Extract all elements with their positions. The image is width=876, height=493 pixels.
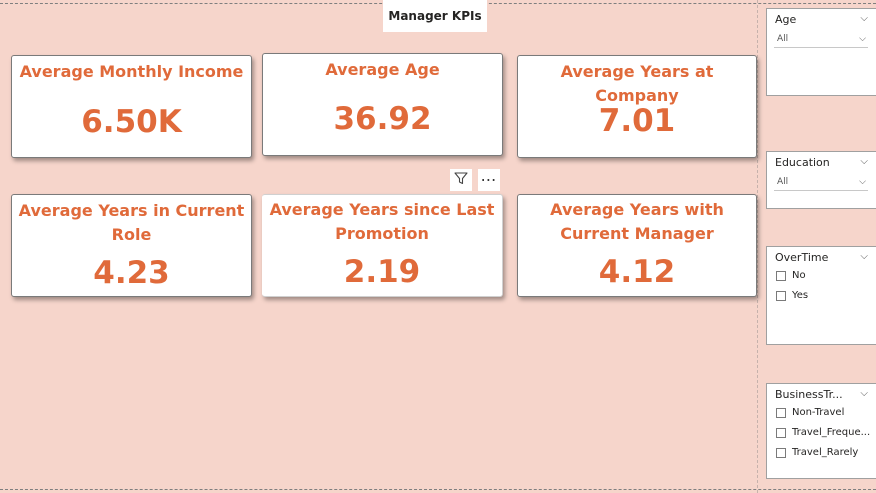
slicer-title: Education	[775, 156, 830, 169]
slicer-option[interactable]: No	[776, 270, 806, 281]
kpi-value: 4.23	[93, 255, 170, 291]
option-label: Travel_Freque...	[792, 427, 871, 438]
page-title: Manager KPIs	[383, 0, 487, 32]
slicer-title: Age	[775, 13, 797, 26]
kpi-label: Average Years at Company	[560, 62, 714, 105]
chevron-down-icon: ⌵	[859, 177, 866, 187]
slicer-overtime[interactable]: OverTime ⌵ No Yes	[766, 246, 876, 345]
dropdown-value: All	[777, 34, 789, 44]
kpi-value: 7.01	[598, 103, 676, 139]
more-options-button[interactable]: ⋯	[478, 169, 500, 191]
slicer-title: OverTime	[775, 251, 829, 264]
more-options-icon: ⋯	[480, 170, 498, 189]
kpi-label: Average Years in Current Role	[18, 201, 245, 244]
slicer-education[interactable]: Education ⌵ All ⌵	[766, 151, 876, 209]
kpi-card-years-at-company[interactable]: Average Years at Company 7.01	[517, 55, 757, 158]
slicer-business-travel[interactable]: BusinessTr... ⌵ Non-Travel Travel_Freque…	[766, 383, 876, 479]
kpi-label: Average Monthly Income	[19, 62, 244, 81]
kpi-card-monthly-income[interactable]: Average Monthly Income 6.50K	[11, 55, 252, 158]
chevron-down-icon[interactable]: ⌵	[860, 388, 868, 399]
kpi-value: 6.50K	[81, 104, 182, 140]
slicer-dropdown[interactable]: All ⌵	[774, 175, 868, 191]
kpi-label: Average Years with Current Manager	[550, 200, 724, 243]
kpi-card-years-current-role[interactable]: Average Years in Current Role 4.23	[11, 194, 252, 297]
chevron-down-icon[interactable]: ⌵	[860, 13, 868, 24]
dropdown-value: All	[777, 177, 789, 187]
kpi-card-years-with-manager[interactable]: Average Years with Current Manager 4.12	[517, 194, 757, 297]
checkbox[interactable]	[776, 447, 786, 458]
kpi-label: Average Age	[325, 60, 440, 79]
canvas-border-bottom	[0, 489, 876, 490]
funnel-icon	[453, 170, 469, 190]
slicer-option[interactable]: Travel_Freque...	[776, 427, 870, 438]
kpi-card-age[interactable]: Average Age 36.92	[262, 53, 503, 156]
chevron-down-icon[interactable]: ⌵	[860, 156, 868, 167]
filter-button[interactable]	[450, 169, 472, 191]
kpi-card-years-since-promotion[interactable]: Average Years since Last Promotion 2.19	[262, 194, 503, 297]
option-label: Yes	[792, 290, 809, 301]
checkbox[interactable]	[776, 290, 786, 301]
slicer-option[interactable]: Yes	[776, 290, 808, 301]
slicer-option[interactable]: Travel_Rarely	[776, 447, 858, 458]
option-label: Non-Travel	[792, 407, 845, 418]
slicer-dropdown[interactable]: All ⌵	[774, 32, 868, 48]
kpi-value: 36.92	[333, 101, 432, 137]
option-label: No	[792, 270, 806, 281]
kpi-value: 2.19	[343, 254, 421, 290]
kpi-label: Average Years since Last Promotion	[269, 200, 495, 243]
checkbox[interactable]	[776, 270, 786, 281]
chevron-down-icon: ⌵	[859, 34, 866, 44]
option-label: Travel_Rarely	[792, 447, 859, 458]
slicer-age[interactable]: Age ⌵ All ⌵	[766, 8, 876, 96]
checkbox[interactable]	[776, 427, 786, 438]
slicer-title: BusinessTr...	[775, 388, 843, 401]
slicer-option[interactable]: Non-Travel	[776, 407, 844, 418]
kpi-value: 4.12	[598, 254, 676, 290]
chevron-down-icon[interactable]: ⌵	[860, 251, 868, 262]
checkbox[interactable]	[776, 407, 786, 418]
canvas-border-right	[757, 0, 758, 493]
